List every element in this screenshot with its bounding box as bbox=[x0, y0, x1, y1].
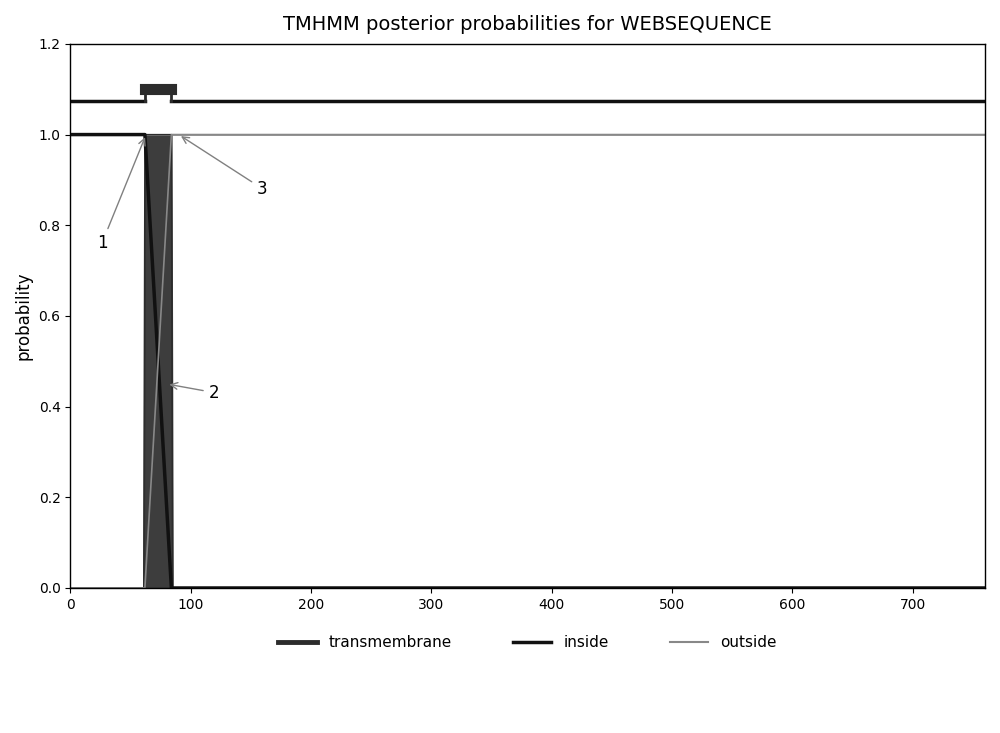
Legend: transmembrane, inside, outside: transmembrane, inside, outside bbox=[272, 630, 783, 657]
Y-axis label: probability: probability bbox=[15, 272, 33, 360]
Text: 3: 3 bbox=[182, 137, 267, 197]
Title: TMHMM posterior probabilities for WEBSEQUENCE: TMHMM posterior probabilities for WEBSEQ… bbox=[283, 15, 772, 34]
Text: 2: 2 bbox=[171, 383, 219, 402]
Text: 1: 1 bbox=[97, 139, 145, 252]
